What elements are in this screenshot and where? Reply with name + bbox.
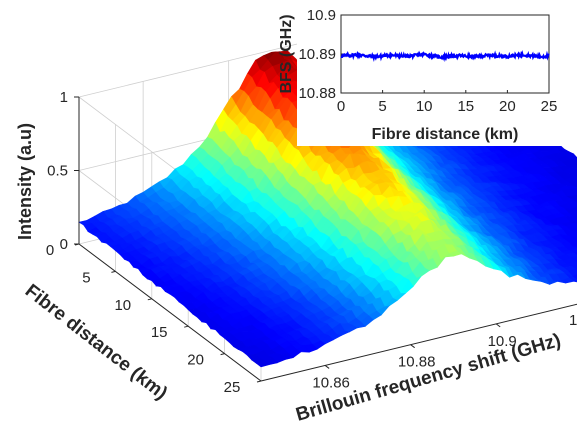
inset-x-tick-label: 10 bbox=[416, 98, 433, 115]
y-tick-mark bbox=[220, 353, 225, 356]
x-tick-mark bbox=[495, 323, 501, 328]
y-tick-mark bbox=[256, 380, 262, 383]
y-tick-label: 25 bbox=[224, 379, 241, 396]
z-axis-label: Intensity (a.u) bbox=[15, 123, 35, 240]
y-tick-label: 20 bbox=[187, 352, 204, 369]
inset-y-axis-label: BFS (GHz) bbox=[278, 14, 295, 93]
inset-bfs-plot: 0 5 10 15 20 25 10.88 10.89 10.9 Fibre distance … bbox=[278, 0, 577, 146]
inset-x-tick-label: 5 bbox=[378, 98, 386, 115]
bfs-series-line bbox=[340, 49, 550, 63]
y-tick-label: 0 bbox=[46, 242, 54, 259]
y-tick-label: 10 bbox=[114, 297, 131, 314]
x-tick-mark bbox=[324, 365, 330, 369]
inset-y-tick-label: 10.89 bbox=[298, 46, 336, 63]
y-axis-label: Fibre distance (km) bbox=[21, 280, 171, 404]
x-tick-label: 10.88 bbox=[398, 354, 436, 371]
x-tick-label: 10.9 bbox=[488, 333, 517, 350]
y-axis-line bbox=[78, 243, 262, 382]
inset-x-tick-label: 15 bbox=[457, 98, 474, 115]
inset-x-tick-label: 20 bbox=[499, 98, 516, 115]
x-axis-line bbox=[260, 303, 577, 382]
inset-x-axis-label: Fibre distance (km) bbox=[372, 126, 519, 143]
inset-x-tick-label: 0 bbox=[337, 98, 345, 115]
y-axis-ticks: 0 5 10 15 20 25 bbox=[46, 242, 262, 396]
y-tick-label: 15 bbox=[151, 324, 168, 341]
z-axis-ticks: 00.51 bbox=[47, 89, 79, 253]
y-tick-mark bbox=[184, 325, 189, 328]
surface-patch bbox=[255, 360, 270, 368]
y-tick-mark bbox=[147, 298, 152, 301]
inset-y-tick-label: 10.9 bbox=[307, 7, 336, 24]
inset-ticks: 0 5 10 15 20 25 10.88 10.89 10.9 bbox=[298, 7, 557, 115]
inset-x-tick-label: 25 bbox=[541, 98, 558, 115]
x-tick-label: 10.86 bbox=[312, 374, 350, 391]
y-tick-label: 5 bbox=[82, 269, 90, 286]
y-tick-mark bbox=[111, 270, 116, 273]
z-tick-label: 0.5 bbox=[47, 163, 68, 180]
z-tick-label: 0 bbox=[60, 236, 68, 253]
inset-y-tick-label: 10.88 bbox=[298, 85, 336, 102]
x-tick-label: 10.92 bbox=[569, 312, 577, 329]
x-tick-mark bbox=[410, 344, 415, 349]
z-tick-label: 1 bbox=[60, 89, 68, 106]
